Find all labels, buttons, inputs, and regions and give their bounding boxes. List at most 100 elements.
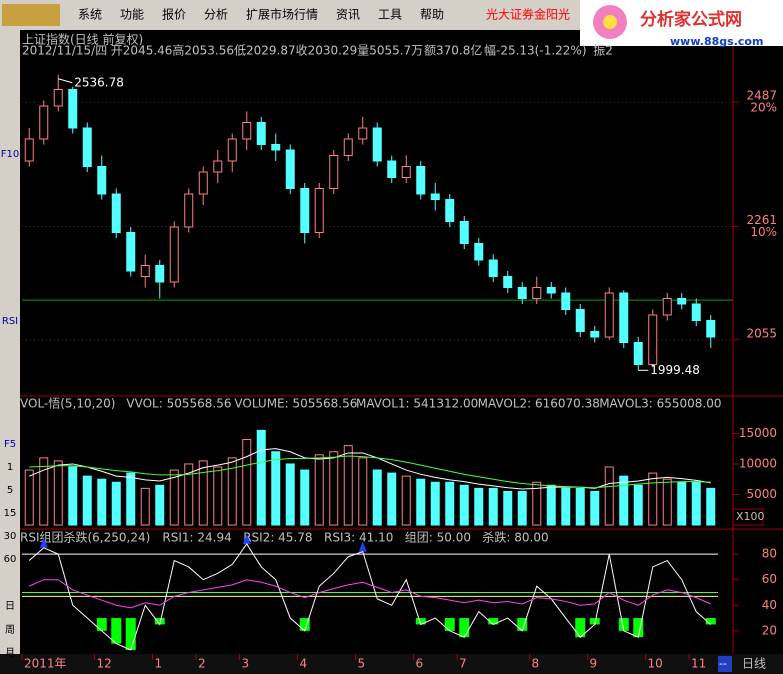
- tool-label[interactable]: F10: [1, 149, 19, 160]
- tool-label[interactable]: 5: [7, 485, 13, 496]
- x-tick-label: 5: [358, 657, 366, 671]
- candle-body: [126, 232, 136, 272]
- tool-label[interactable]: F5: [4, 439, 16, 450]
- tool-label[interactable]: 30: [4, 531, 17, 542]
- volume-bar: [140, 487, 150, 526]
- candle-body: [82, 127, 92, 167]
- rsi-legend: RSI组团杀跌(6,250,24): [20, 530, 150, 545]
- candle-body: [706, 320, 716, 338]
- y-tick-label: 2261: [746, 213, 777, 227]
- candle-body: [430, 193, 440, 200]
- menu-bar: 分析家公式网 www.88gs.com 光大证券金阳光: [0, 0, 783, 48]
- tool-label[interactable]: 周: [5, 624, 15, 636]
- quote-info: 额370.8亿: [424, 43, 482, 58]
- menu-item[interactable]: 功能: [120, 8, 144, 22]
- volume-bar: [459, 484, 469, 526]
- y-tick-label: 40: [762, 598, 777, 612]
- tool-label[interactable]: 1: [7, 462, 13, 473]
- menu-item[interactable]: 分析: [204, 8, 228, 22]
- volume-bar: [242, 439, 252, 526]
- vol-ma-line: [29, 455, 711, 489]
- rsi-legend: 杀跌: 80.00: [482, 530, 548, 545]
- candle-body: [97, 166, 107, 195]
- candle-body: [387, 160, 397, 178]
- volume-bar: [126, 472, 136, 526]
- rsi-high-marker: [358, 541, 367, 552]
- vol-legend: VVOL: 505568.56: [126, 397, 231, 411]
- note-line: [58, 78, 73, 84]
- candle-body: [503, 276, 513, 288]
- volume-bar: [372, 469, 382, 526]
- volume-bar: [619, 475, 629, 526]
- rsi-low-bar: [125, 618, 136, 650]
- menu-item[interactable]: 扩展市场行情: [246, 7, 318, 22]
- rsi-low-bar: [444, 618, 455, 631]
- rsi-low-bar: [633, 618, 644, 638]
- rsi-low-bar: [299, 618, 310, 631]
- candle-body: [474, 243, 484, 261]
- candle-body: [517, 287, 527, 299]
- volume-bar: [198, 460, 208, 526]
- candle-body: [155, 265, 165, 283]
- volume-bar: [358, 457, 368, 526]
- tool-label[interactable]: 15: [4, 508, 17, 519]
- more-button[interactable]: [718, 656, 732, 672]
- tool-label[interactable]: 60: [4, 554, 17, 565]
- volume-bar: [82, 475, 92, 526]
- tool-label[interactable]: RSI: [2, 316, 18, 327]
- menu-item[interactable]: 系统: [78, 8, 102, 22]
- vol-legend: VOLUME: 505568.56: [234, 397, 357, 411]
- candle-body: [242, 122, 252, 140]
- menu-item[interactable]: 资讯: [336, 8, 360, 22]
- candle-body: [314, 188, 324, 233]
- quote-info: 振2: [593, 44, 613, 58]
- quote-info: 2012/11/15/四: [22, 44, 107, 58]
- period-label[interactable]: 日线: [742, 657, 766, 671]
- y-tick-label: 10000: [739, 456, 777, 470]
- candle-body: [561, 292, 571, 310]
- rsi-low-bar: [154, 618, 165, 625]
- x-tick-label: 11: [691, 657, 706, 671]
- quote-info: 低2029.87: [234, 44, 296, 58]
- volume-bar: [314, 454, 324, 526]
- volume-bar: [343, 445, 353, 526]
- rsi-high-marker: [242, 533, 251, 544]
- volume-bar: [517, 490, 527, 526]
- more-label[interactable]: --: [719, 657, 727, 670]
- candle-body: [53, 89, 63, 107]
- volume-bar: [488, 487, 498, 526]
- volume-bar: [184, 463, 194, 526]
- volume-bar: [546, 484, 556, 526]
- app-logo[interactable]: [2, 4, 60, 26]
- volume-bar: [677, 481, 687, 526]
- x-tick-label: 2: [198, 657, 206, 671]
- volume-bar: [387, 472, 397, 526]
- logo-center: [603, 15, 617, 29]
- vol-legend: MAVOL3: 655008.00: [599, 397, 721, 411]
- tool-label[interactable]: 日: [5, 601, 15, 612]
- menu-item[interactable]: 帮助: [420, 8, 444, 22]
- pct-tick-label: 20%: [750, 101, 777, 115]
- menu-item[interactable]: 工具: [378, 8, 402, 22]
- rsi-low-bar: [618, 618, 629, 631]
- menu-item[interactable]: 报价: [162, 7, 186, 22]
- volume-bar: [155, 484, 165, 526]
- volume-bar: [474, 487, 484, 526]
- volume-bar: [68, 466, 78, 526]
- candle-body: [546, 287, 556, 294]
- candle-body: [633, 342, 643, 365]
- candle-body: [445, 199, 455, 222]
- candle-body: [184, 193, 194, 228]
- volume-bar: [97, 478, 107, 526]
- tool-label[interactable]: 月: [5, 647, 15, 659]
- rsi-low-bar: [705, 618, 716, 625]
- candle-body: [604, 292, 614, 338]
- candle-body: [459, 221, 469, 244]
- rsi-low-bar: [96, 618, 107, 631]
- rsi-legend: RSI3: 41.10: [324, 531, 393, 545]
- candle-body: [39, 105, 49, 140]
- volume-bar: [416, 478, 426, 526]
- volume-bar: [300, 469, 310, 526]
